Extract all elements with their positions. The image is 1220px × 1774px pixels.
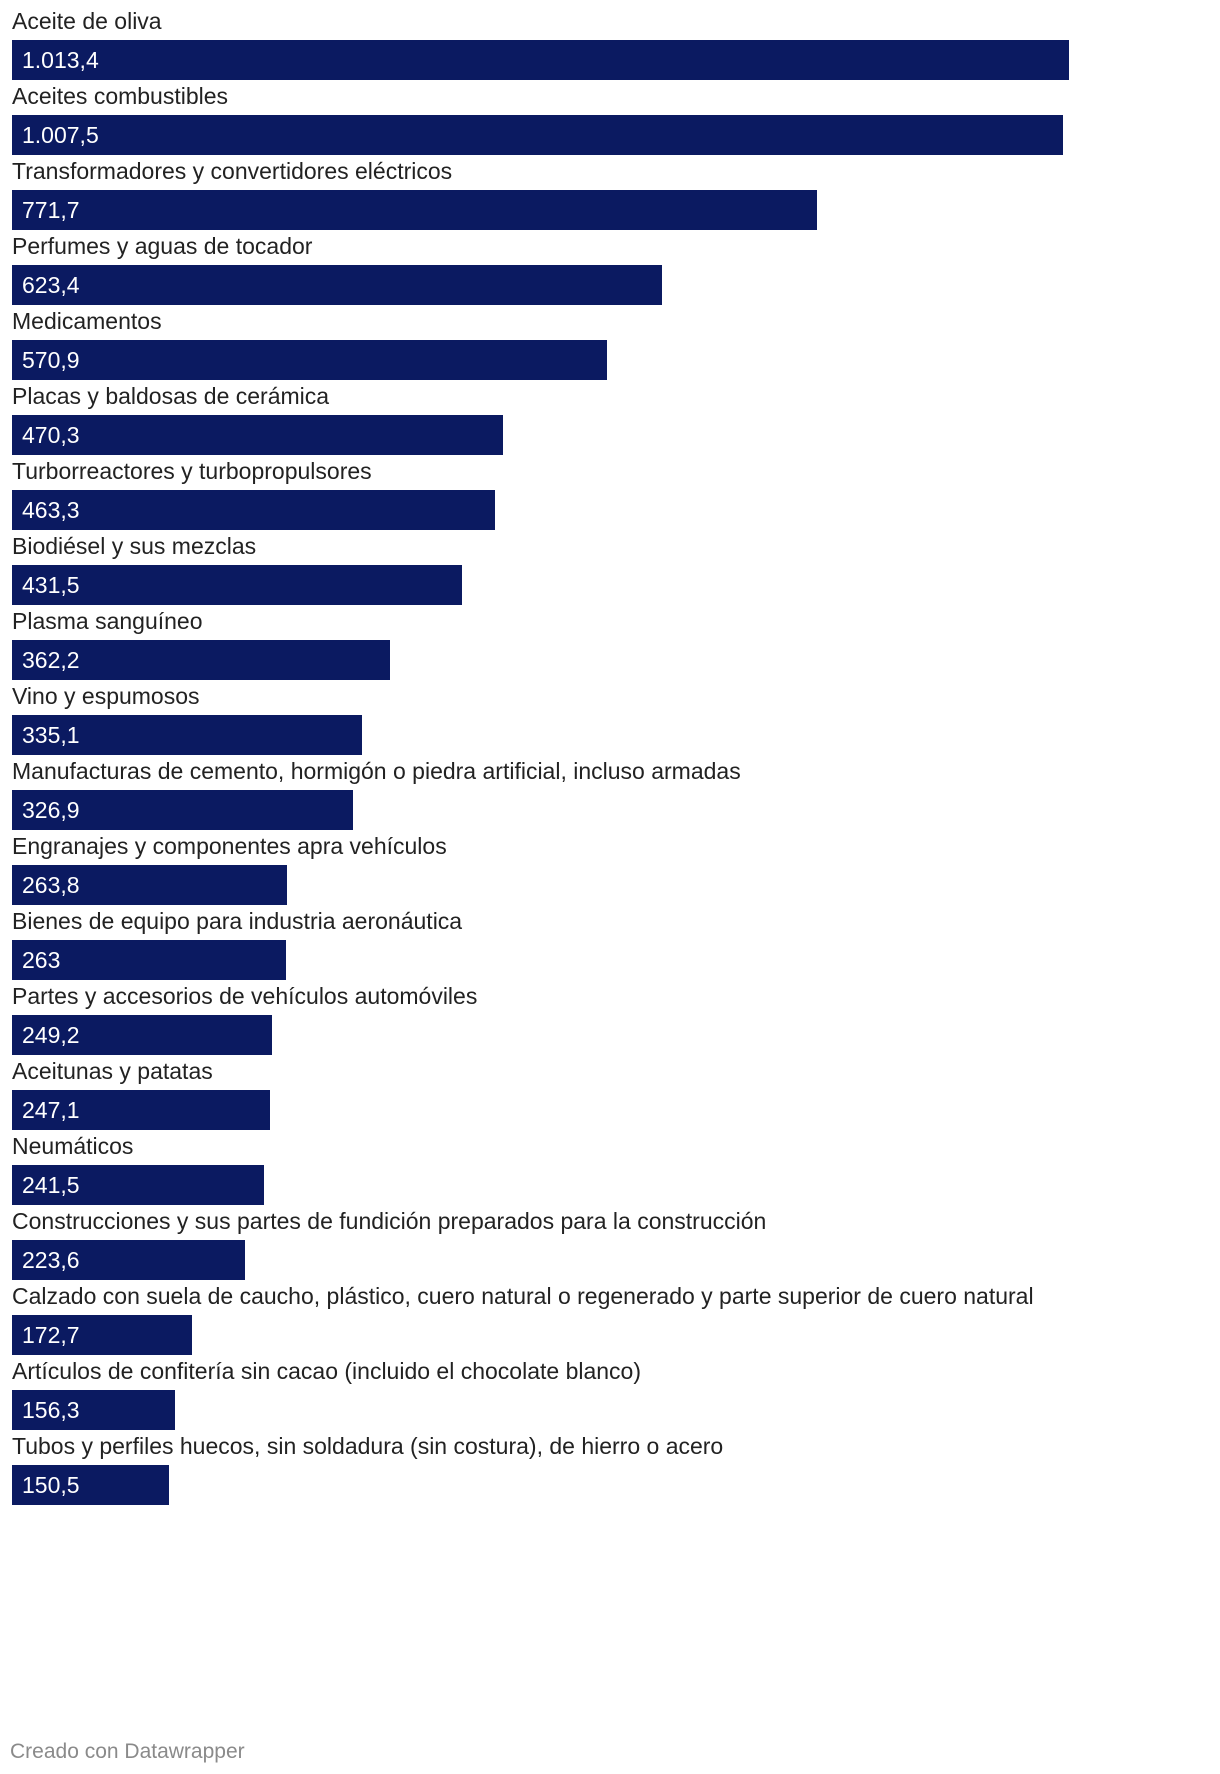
value-label: 156,3 [22, 1397, 80, 1423]
bar: 263 [12, 940, 286, 980]
footer-credit: Creado con Datawrapper [10, 1740, 245, 1763]
value-label: 1.013,4 [22, 47, 99, 73]
bar-row: Biodiésel y sus mezclas 431,5 [12, 525, 1212, 610]
category-label: Placas y baldosas de cerámica [12, 383, 330, 409]
value-label: 623,4 [22, 272, 80, 298]
category-label: Construcciones y sus partes de fundición… [12, 1208, 767, 1234]
bar-row: Vino y espumosos 335,1 [12, 675, 1212, 760]
bar: 156,3 [12, 1390, 175, 1430]
category-label: Medicamentos [12, 308, 162, 334]
bar: 1.007,5 [12, 115, 1063, 155]
value-label: 771,7 [22, 197, 80, 223]
value-label: 570,9 [22, 347, 80, 373]
value-label: 172,7 [22, 1322, 80, 1348]
category-label: Bienes de equipo para industria aeronáut… [12, 908, 463, 934]
category-label: Manufacturas de cemento, hormigón o pied… [12, 758, 741, 784]
bar: 570,9 [12, 340, 607, 380]
bar: 150,5 [12, 1465, 169, 1505]
bar: 172,7 [12, 1315, 192, 1355]
bar: 241,5 [12, 1165, 264, 1205]
value-label: 335,1 [22, 722, 80, 748]
bar: 263,8 [12, 865, 287, 905]
bar-row: Neumáticos 241,5 [12, 1125, 1212, 1210]
bar-row: Aceites combustibles 1.007,5 [12, 75, 1212, 160]
bar: 223,6 [12, 1240, 245, 1280]
bar: 463,3 [12, 490, 495, 530]
category-label: Plasma sanguíneo [12, 608, 203, 634]
value-label: 263 [22, 947, 61, 973]
category-label: Tubos y perfiles huecos, sin soldadura (… [12, 1433, 724, 1459]
category-label: Aceite de oliva [12, 8, 162, 34]
bar: 326,9 [12, 790, 353, 830]
category-label: Artículos de confitería sin cacao (inclu… [12, 1358, 642, 1384]
bar: 431,5 [12, 565, 462, 605]
category-label: Biodiésel y sus mezclas [12, 533, 257, 559]
bar-row: Construcciones y sus partes de fundición… [12, 1200, 1212, 1285]
category-label: Engranajes y componentes apra vehículos [12, 833, 447, 859]
value-label: 1.007,5 [22, 122, 99, 148]
bar: 771,7 [12, 190, 817, 230]
bar-row: Aceite de oliva 1.013,4 [12, 0, 1212, 85]
bar: 362,2 [12, 640, 390, 680]
bar: 1.013,4 [12, 40, 1069, 80]
bar-chart: Aceite de oliva 1.013,4 Aceites combustibl… [12, 0, 1212, 1510]
bar-row: Turborreactores y turbopropulsores 463,3 [12, 450, 1212, 535]
bar-row: Perfumes y aguas de tocador 623,4 [12, 225, 1212, 310]
bar-row: Partes y accesorios de vehículos automóv… [12, 975, 1212, 1060]
value-label: 241,5 [22, 1172, 80, 1198]
value-label: 150,5 [22, 1472, 80, 1498]
category-label: Turborreactores y turbopropulsores [12, 458, 372, 484]
value-label: 362,2 [22, 647, 80, 673]
bar-row: Medicamentos 570,9 [12, 300, 1212, 385]
bar-row: Placas y baldosas de cerámica 470,3 [12, 375, 1212, 460]
bar-row: Aceitunas y patatas 247,1 [12, 1050, 1212, 1135]
value-label: 249,2 [22, 1022, 80, 1048]
category-label: Perfumes y aguas de tocador [12, 233, 313, 259]
category-label: Aceitunas y patatas [12, 1058, 213, 1084]
category-label: Partes y accesorios de vehículos automóv… [12, 983, 478, 1009]
value-label: 247,1 [22, 1097, 80, 1123]
category-label: Vino y espumosos [12, 683, 200, 709]
bar-row: Transformadores y convertidores eléctric… [12, 150, 1212, 235]
value-label: 470,3 [22, 422, 80, 448]
bar-row: Plasma sanguíneo 362,2 [12, 600, 1212, 685]
bar: 335,1 [12, 715, 362, 755]
category-label: Aceites combustibles [12, 83, 229, 109]
bar-row: Bienes de equipo para industria aeronáut… [12, 900, 1212, 985]
category-label: Neumáticos [12, 1133, 134, 1159]
value-label: 431,5 [22, 572, 80, 598]
bar: 247,1 [12, 1090, 270, 1130]
value-label: 326,9 [22, 797, 80, 823]
bar-row: Calzado con suela de caucho, plástico, c… [12, 1275, 1212, 1360]
bar: 249,2 [12, 1015, 272, 1055]
category-label: Transformadores y convertidores eléctric… [12, 158, 453, 184]
bar-row: Manufacturas de cemento, hormigón o pied… [12, 750, 1212, 835]
value-label: 463,3 [22, 497, 80, 523]
bar-row: Artículos de confitería sin cacao (inclu… [12, 1350, 1212, 1435]
bar-row: Engranajes y componentes apra vehículos 2… [12, 825, 1212, 910]
bar: 470,3 [12, 415, 503, 455]
bar: 623,4 [12, 265, 662, 305]
bar-row: Tubos y perfiles huecos, sin soldadura (… [12, 1425, 1212, 1510]
value-label: 223,6 [22, 1247, 80, 1273]
category-label: Calzado con suela de caucho, plástico, c… [12, 1283, 1034, 1309]
value-label: 263,8 [22, 872, 80, 898]
